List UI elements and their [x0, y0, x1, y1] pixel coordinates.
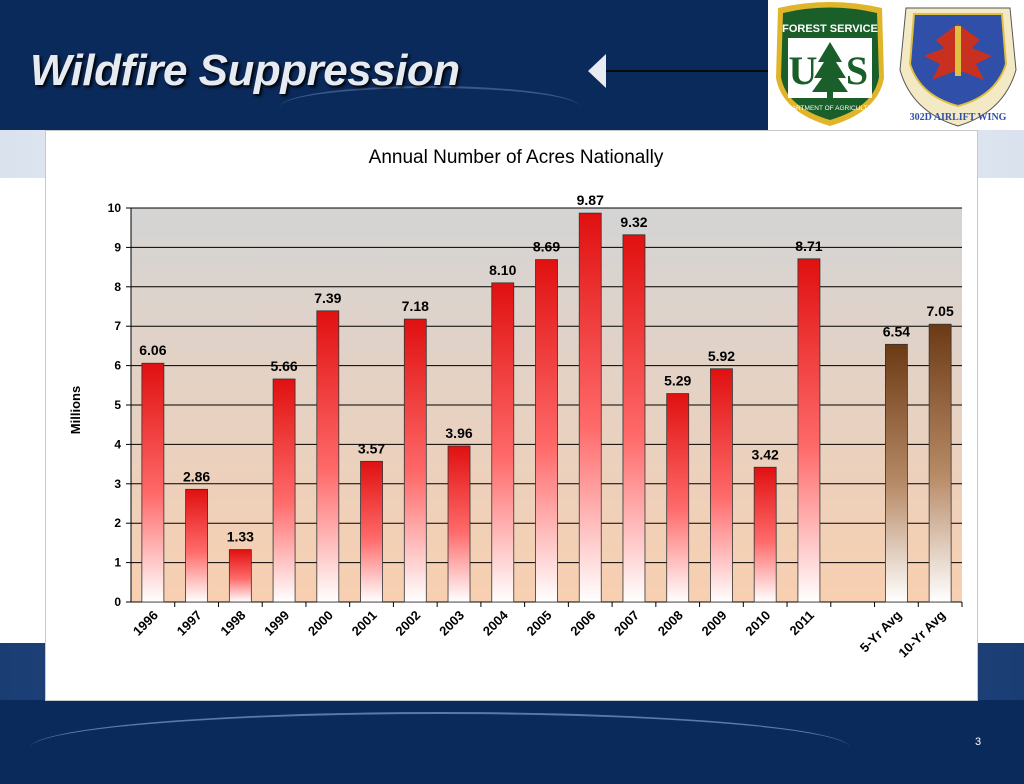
x-tick-label: 2001: [349, 608, 380, 639]
data-label: 6.06: [139, 342, 166, 358]
chart-title: Annual Number of Acres Nationally: [369, 147, 664, 168]
y-tick-label: 3: [114, 477, 121, 491]
x-tick-label: 10-Yr Avg: [895, 607, 948, 660]
x-tick-label: 2003: [436, 608, 467, 639]
x-tick-label: 2000: [305, 608, 336, 639]
x-tick-label: 2008: [655, 608, 686, 639]
data-label: 1.33: [227, 529, 254, 545]
data-label: 3.42: [752, 446, 779, 462]
data-label: 6.54: [883, 323, 910, 339]
svg-text:S: S: [846, 48, 868, 93]
x-tick-label: 2007: [611, 608, 642, 639]
page-number: 3: [975, 736, 982, 748]
airlift-wing-logo-box: 302D AIRLIFT WING: [892, 0, 1024, 130]
slide-title: Wildfire Suppression: [30, 46, 460, 95]
y-tick-label: 4: [114, 437, 121, 451]
y-tick-label: 6: [114, 359, 121, 373]
svg-text:302D AIRLIFT WING: 302D AIRLIFT WING: [910, 112, 1007, 123]
bar: [884, 343, 908, 603]
title-divider: [606, 70, 771, 72]
bar: [928, 323, 952, 603]
bar: [491, 282, 515, 603]
x-tick-label: 1997: [174, 608, 205, 639]
airlift-wing-shield-icon: 302D AIRLIFT WING: [899, 7, 1017, 127]
bar: [228, 549, 252, 603]
bar: [622, 234, 646, 603]
x-tick-label: 2002: [392, 608, 423, 639]
x-tick-label: 2005: [524, 608, 555, 639]
data-label: 8.10: [489, 262, 516, 278]
y-tick-label: 2: [114, 516, 121, 530]
bar: [447, 445, 471, 603]
bar: [185, 488, 209, 603]
data-label: 5.92: [708, 348, 735, 364]
svg-text:DEPARTMENT OF AGRICULTURE: DEPARTMENT OF AGRICULTURE: [779, 105, 882, 112]
y-tick-label: 1: [114, 556, 121, 570]
data-label: 2.86: [183, 468, 210, 484]
y-tick-label: 10: [108, 201, 122, 215]
data-label: 7.18: [402, 298, 429, 314]
data-label: 3.57: [358, 440, 385, 456]
data-label: 3.96: [445, 425, 472, 441]
bar: [403, 318, 427, 603]
bar: [753, 466, 777, 603]
forest-service-logo-box: FOREST SERVICE U S DEPARTMENT OF AGRICUL…: [768, 0, 892, 130]
bar-chart: Annual Number of Acres Nationally Millio…: [68, 147, 963, 660]
data-label: 9.32: [620, 214, 647, 230]
bar: [535, 259, 558, 603]
x-tick-label: 1998: [217, 608, 248, 639]
bar: [710, 368, 733, 603]
decorative-swoosh: [280, 86, 580, 128]
x-tick-label: 1996: [130, 608, 161, 639]
x-tick-label: 2009: [699, 608, 730, 639]
back-arrow-icon[interactable]: [588, 54, 606, 88]
bar: [141, 362, 165, 603]
decorative-swoosh: [30, 712, 850, 784]
forest-service-shield-icon: FOREST SERVICE U S DEPARTMENT OF AGRICUL…: [776, 2, 884, 126]
x-tick-label: 2011: [786, 608, 817, 639]
data-label: 8.69: [533, 239, 560, 255]
data-label: 9.87: [577, 192, 604, 208]
x-tick-label: 1999: [261, 608, 292, 639]
bar: [272, 378, 296, 603]
data-label: 7.39: [314, 290, 341, 306]
data-label: 7.05: [927, 303, 954, 319]
svg-text:U: U: [789, 48, 818, 93]
y-axis-label: Millions: [68, 386, 83, 434]
bar: [797, 258, 821, 603]
bar: [360, 460, 383, 603]
x-tick-label: 2010: [742, 608, 773, 639]
x-tick-label: 2006: [567, 608, 598, 639]
x-tick-label: 2004: [480, 607, 512, 639]
y-tick-label: 9: [114, 240, 121, 254]
data-label: 5.29: [664, 373, 691, 389]
y-tick-label: 7: [114, 319, 121, 333]
y-tick-label: 8: [114, 280, 121, 294]
data-label: 5.66: [270, 358, 297, 374]
bar: [578, 212, 602, 603]
y-tick-label: 5: [114, 398, 121, 412]
chart-container: Annual Number of Acres Nationally Millio…: [45, 130, 978, 701]
bar: [666, 393, 690, 603]
bar: [316, 310, 340, 603]
svg-text:FOREST SERVICE: FOREST SERVICE: [782, 23, 878, 35]
y-tick-label: 0: [114, 595, 121, 609]
data-label: 8.71: [795, 238, 822, 254]
